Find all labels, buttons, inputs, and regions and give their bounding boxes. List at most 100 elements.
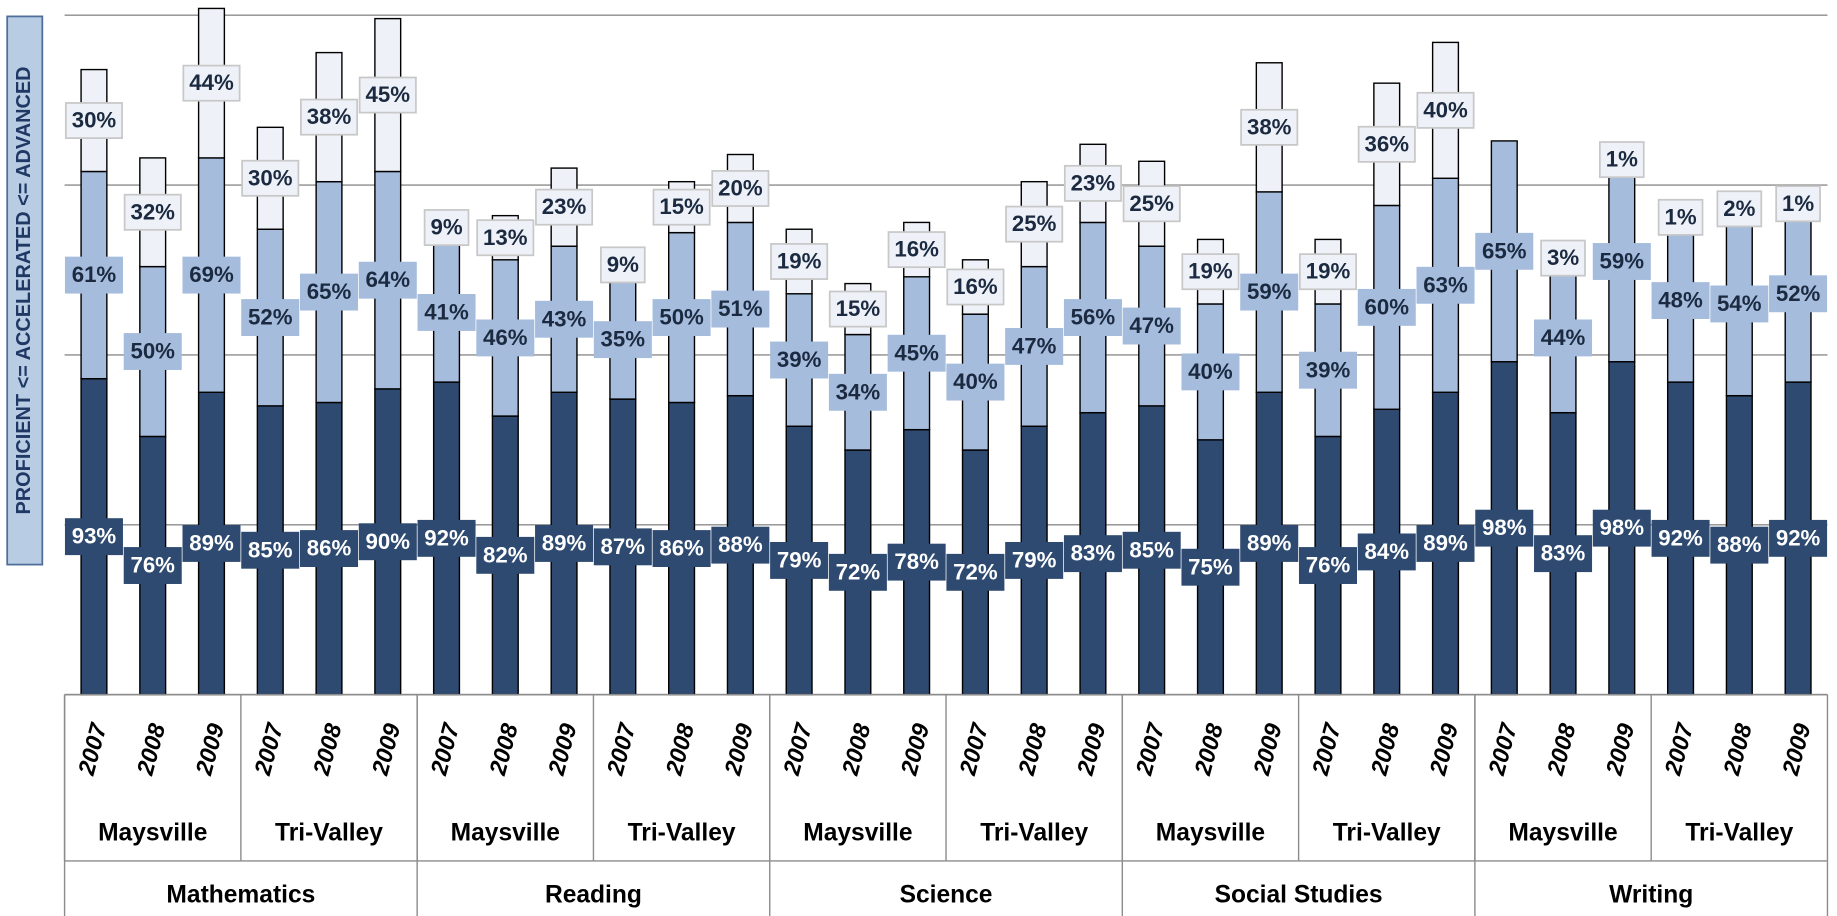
value-label-box: [1534, 535, 1593, 573]
x-tick-label: 2008: [1718, 721, 1757, 779]
x-tick-label: 2007: [425, 720, 464, 779]
value-label: 78%: [894, 549, 939, 574]
value-label: 50%: [130, 339, 175, 364]
value-label: 40%: [1423, 97, 1468, 122]
district-label: Tri-Valley: [1685, 820, 1793, 847]
value-label-box: [300, 530, 359, 567]
value-label-box: [64, 518, 123, 556]
value-label-box: [1592, 243, 1651, 280]
value-label-box: [1598, 141, 1645, 179]
value-label-box: [711, 526, 770, 564]
subject-label: Mathematics: [166, 882, 315, 909]
subject-label: Social Studies: [1215, 882, 1383, 909]
value-label: 60%: [1364, 294, 1409, 319]
x-tick-label: 2009: [1248, 721, 1287, 779]
value-label-box: [300, 98, 359, 136]
value-label: 44%: [189, 70, 234, 95]
value-label: 51%: [718, 296, 763, 321]
value-label-box: [946, 363, 1005, 401]
x-tick-label: 2009: [719, 721, 758, 779]
value-label: 69%: [189, 262, 234, 287]
value-label: 92%: [1776, 525, 1821, 550]
value-label: 30%: [72, 108, 117, 133]
value-label: 30%: [248, 165, 293, 190]
value-label: 59%: [1600, 249, 1645, 274]
value-label-box: [652, 188, 711, 226]
value-label: 16%: [894, 237, 939, 262]
value-label-box: [1357, 533, 1416, 571]
value-label-box: [1181, 253, 1240, 291]
value-label: 89%: [189, 530, 234, 555]
value-label: 65%: [307, 279, 352, 304]
value-label: 16%: [953, 274, 998, 299]
value-label: 98%: [1482, 515, 1527, 540]
value-label-box: [652, 530, 711, 567]
x-tick-label: 2007: [1483, 720, 1522, 779]
x-tick-label: 2009: [895, 721, 934, 779]
value-label: 23%: [542, 194, 587, 219]
value-label-box: [1357, 288, 1416, 326]
value-label: 72%: [836, 559, 881, 584]
value-label-box: [123, 547, 182, 584]
value-label: 13%: [483, 225, 528, 250]
value-label-box: [1063, 535, 1122, 573]
value-label: 76%: [1306, 553, 1351, 578]
value-label-box: [476, 219, 535, 257]
x-tick-label: 2007: [1307, 720, 1346, 779]
value-label-box: [1357, 125, 1416, 163]
value-label-box: [1181, 548, 1240, 586]
x-tick-label: 2008: [1189, 721, 1228, 779]
value-label: 90%: [366, 529, 411, 554]
value-label: 1%: [1782, 191, 1814, 216]
value-label: 86%: [659, 536, 704, 561]
value-label-box: [241, 299, 300, 337]
value-label: 38%: [1247, 114, 1292, 139]
value-label: 52%: [1776, 281, 1821, 306]
district-label: Tri-Valley: [1333, 820, 1441, 847]
district-label: Tri-Valley: [980, 820, 1088, 847]
x-tick-label: 2009: [543, 721, 582, 779]
value-label: 15%: [659, 194, 704, 219]
subject-label: Writing: [1609, 882, 1693, 909]
x-tick-label: 2007: [602, 720, 641, 779]
value-label: 35%: [601, 327, 646, 352]
value-label: 61%: [72, 262, 117, 287]
value-label-box: [535, 300, 594, 338]
x-tick-label: 2007: [73, 720, 112, 779]
value-label: 56%: [1071, 305, 1116, 330]
value-label: 75%: [1188, 554, 1233, 579]
value-label-box: [1005, 327, 1064, 365]
value-label: 82%: [483, 542, 528, 567]
value-label-box: [182, 256, 241, 294]
value-label: 25%: [1012, 211, 1057, 236]
value-label-box: [123, 193, 182, 231]
y-label-box: [6, 15, 44, 566]
value-label: 36%: [1364, 131, 1409, 156]
value-label: 89%: [542, 530, 587, 555]
value-label-box: [417, 294, 476, 331]
value-label: 9%: [607, 252, 639, 277]
value-label-box: [241, 531, 300, 569]
value-label: 54%: [1717, 291, 1762, 316]
value-label-box: [946, 268, 1005, 306]
value-label: 43%: [542, 306, 587, 331]
value-label: 89%: [1247, 530, 1292, 555]
value-label: 19%: [1306, 259, 1351, 284]
value-label: 87%: [601, 534, 646, 559]
value-label-box: [828, 290, 887, 328]
value-label: 88%: [1717, 532, 1762, 557]
value-label: 83%: [1541, 541, 1586, 566]
value-label: 23%: [1071, 170, 1116, 195]
value-label-box: [711, 290, 770, 328]
value-label-box: [535, 188, 594, 226]
x-tick-label: 2009: [1600, 721, 1639, 779]
value-label-box: [417, 519, 476, 557]
value-label-box: [64, 256, 123, 294]
value-label: 39%: [1306, 357, 1351, 382]
value-label-box: [1298, 351, 1357, 389]
x-tick-label: 2007: [954, 720, 993, 779]
x-tick-label: 2008: [1013, 721, 1052, 779]
value-label-box: [535, 525, 594, 562]
value-label-box: [946, 553, 1005, 591]
value-label: 79%: [777, 547, 822, 572]
